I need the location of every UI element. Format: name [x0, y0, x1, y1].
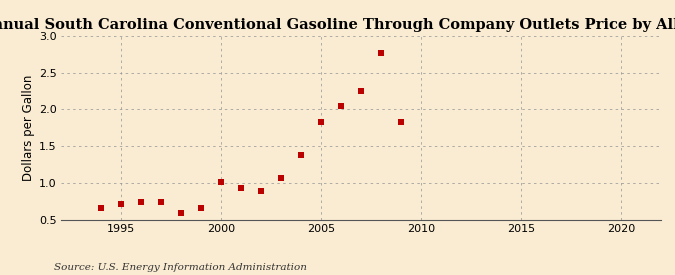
- Point: [356, 89, 367, 93]
- Point: [155, 199, 166, 204]
- Point: [196, 206, 207, 210]
- Point: [335, 104, 346, 108]
- Point: [136, 199, 146, 204]
- Point: [316, 120, 327, 124]
- Point: [95, 206, 106, 210]
- Point: [236, 186, 246, 191]
- Point: [275, 176, 286, 180]
- Point: [296, 153, 306, 157]
- Point: [376, 51, 387, 56]
- Title: Annual South Carolina Conventional Gasoline Through Company Outlets Price by All: Annual South Carolina Conventional Gasol…: [0, 18, 675, 32]
- Point: [256, 188, 267, 193]
- Text: Source: U.S. Energy Information Administration: Source: U.S. Energy Information Administ…: [54, 263, 307, 272]
- Point: [215, 180, 226, 184]
- Point: [176, 210, 186, 215]
- Point: [115, 202, 126, 206]
- Y-axis label: Dollars per Gallon: Dollars per Gallon: [22, 75, 34, 181]
- Point: [396, 120, 406, 124]
